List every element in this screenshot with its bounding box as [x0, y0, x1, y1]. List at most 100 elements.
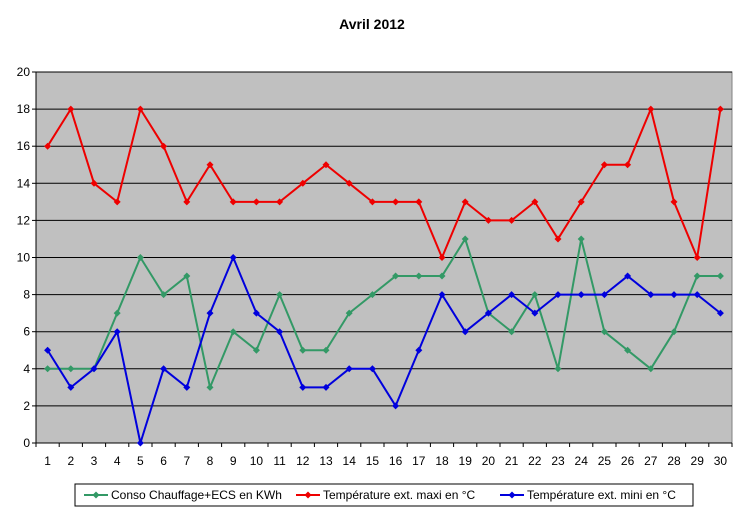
x-tick-label: 11 — [273, 454, 286, 468]
x-tick-label: 2 — [67, 454, 74, 468]
data-point — [345, 179, 353, 187]
x-tick-label: 9 — [230, 454, 237, 468]
data-point — [577, 198, 585, 206]
data-point — [624, 272, 632, 280]
series-line-2 — [46, 108, 722, 259]
legend-swatch-marker — [92, 491, 100, 499]
x-tick-label: 13 — [319, 454, 333, 468]
x-tick-label: 7 — [183, 454, 190, 468]
data-point — [531, 309, 539, 317]
data-point — [160, 142, 168, 150]
data-point — [438, 272, 446, 280]
data-point — [438, 291, 446, 299]
data-point — [508, 291, 516, 299]
data-point — [345, 309, 353, 317]
data-point — [670, 198, 678, 206]
x-tick-label: 28 — [667, 454, 681, 468]
data-point — [577, 291, 585, 299]
data-point — [113, 198, 121, 206]
x-tick-label: 24 — [575, 454, 589, 468]
data-point — [461, 328, 469, 336]
legend-label: Température ext. maxi en °C — [323, 488, 476, 502]
data-point — [229, 198, 237, 206]
data-point — [206, 383, 214, 391]
data-point — [136, 439, 144, 447]
x-tick-label: 22 — [528, 454, 542, 468]
x-tick-label: 30 — [714, 454, 728, 468]
data-point — [136, 254, 144, 261]
data-point — [229, 328, 237, 336]
data-point — [67, 383, 75, 391]
y-tick-label: 14 — [17, 176, 31, 190]
data-point — [136, 105, 144, 113]
data-point — [554, 291, 562, 299]
legend-swatch-marker — [304, 491, 312, 499]
data-point — [624, 161, 632, 169]
x-tick-label: 12 — [296, 454, 310, 468]
data-point — [206, 309, 214, 317]
data-point — [577, 235, 585, 243]
x-tick-label: 1 — [44, 454, 51, 468]
x-tick-label: 8 — [207, 454, 214, 468]
data-point — [368, 291, 376, 299]
data-point — [531, 291, 539, 299]
data-point — [647, 105, 655, 113]
data-point — [322, 383, 330, 391]
y-tick-label: 10 — [17, 251, 31, 265]
data-point — [206, 161, 214, 169]
data-point — [693, 291, 701, 299]
data-point — [345, 365, 353, 373]
y-tick-label: 20 — [17, 65, 31, 79]
x-tick-label: 15 — [366, 454, 380, 468]
data-point — [508, 328, 516, 336]
x-tick-label: 14 — [343, 454, 357, 468]
chart-title: Avril 2012 — [339, 16, 405, 32]
data-point — [183, 383, 191, 391]
y-tick-label: 8 — [23, 288, 30, 302]
data-point — [368, 198, 376, 206]
y-tick-label: 18 — [17, 102, 31, 116]
data-point — [693, 272, 701, 280]
x-tick-label: 16 — [389, 454, 403, 468]
legend-swatch-marker — [508, 491, 516, 499]
legend-entry-2: Température ext. maxi en °C — [296, 488, 476, 502]
data-point — [716, 105, 724, 113]
series-lines — [44, 105, 724, 447]
x-tick-label: 5 — [137, 454, 144, 468]
data-point — [600, 161, 608, 169]
legend-label: Température ext. mini en °C — [527, 488, 676, 502]
data-point — [554, 365, 562, 373]
data-point — [624, 346, 632, 354]
x-tick-label: 20 — [482, 454, 496, 468]
data-point — [693, 254, 701, 261]
data-point — [368, 365, 376, 373]
data-point — [415, 198, 423, 206]
x-tick-label: 18 — [435, 454, 449, 468]
y-tick-label: 16 — [17, 139, 31, 153]
y-tick-label: 4 — [23, 362, 30, 376]
data-point — [392, 402, 400, 410]
series-line-3 — [46, 256, 722, 444]
data-point — [716, 272, 724, 280]
data-point — [299, 383, 307, 391]
y-tick-label: 2 — [23, 399, 30, 413]
y-tick-label: 0 — [23, 436, 30, 450]
x-tick-label: 17 — [412, 454, 426, 468]
data-point — [322, 161, 330, 169]
data-point — [484, 216, 492, 224]
data-point — [716, 309, 724, 317]
data-point — [160, 365, 168, 373]
data-point — [438, 254, 446, 261]
data-point — [183, 198, 191, 206]
data-point — [229, 254, 237, 261]
data-point — [44, 346, 52, 354]
x-tick-label: 21 — [505, 454, 519, 468]
data-point — [415, 346, 423, 354]
data-point — [160, 291, 168, 299]
data-point — [508, 216, 516, 224]
data-point — [183, 272, 191, 280]
data-point — [276, 198, 284, 206]
